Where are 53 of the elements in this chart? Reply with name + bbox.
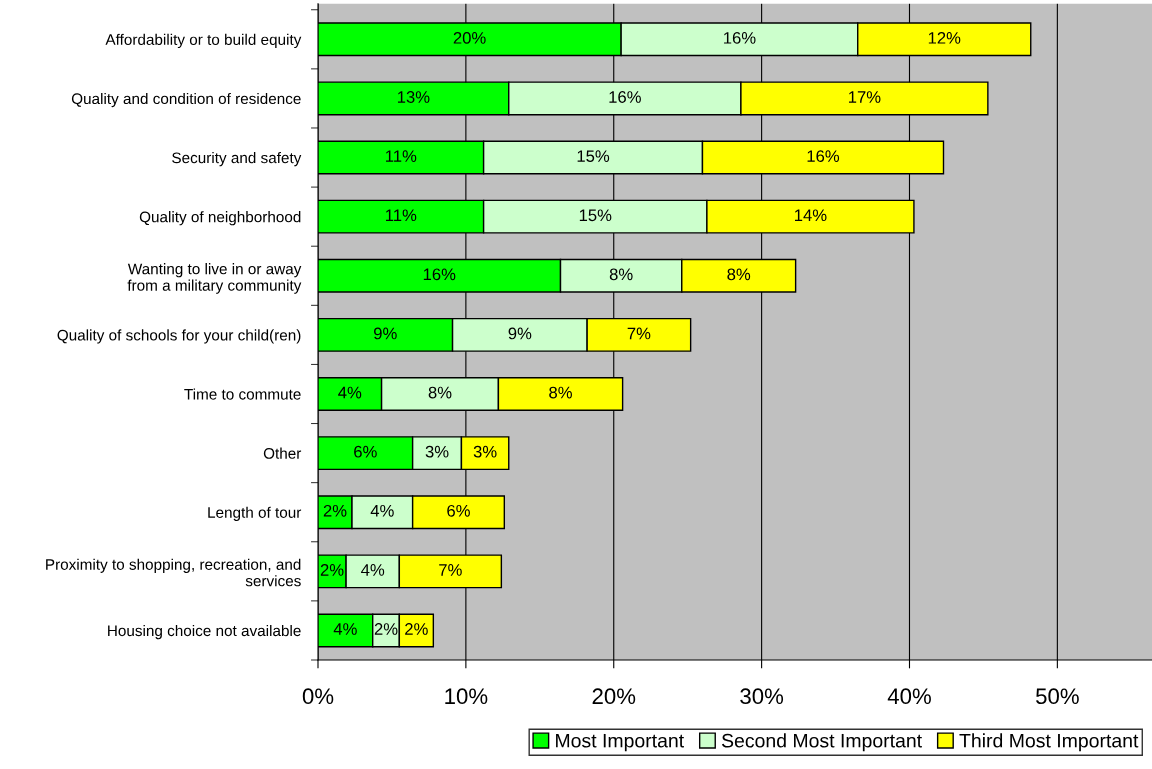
data-label: 6% xyxy=(447,504,470,517)
data-label: 15% xyxy=(577,150,610,163)
data-label: 3% xyxy=(425,445,449,458)
data-label: 16% xyxy=(724,31,756,44)
x-tick-label: 10% xyxy=(445,688,488,705)
x-tick-label: 40% xyxy=(887,688,931,705)
y-tick-label: Other xyxy=(263,447,302,459)
data-label: 2% xyxy=(405,623,428,635)
data-label: 4% xyxy=(338,386,362,399)
y-tick-label: Housing choice not available xyxy=(108,624,301,640)
data-label: 11% xyxy=(386,150,417,162)
data-label: 8% xyxy=(428,386,452,399)
data-label: 11% xyxy=(386,209,417,222)
y-tick-label: Length of tour xyxy=(208,506,302,521)
data-label: 16% xyxy=(609,91,641,103)
y-tick-label: Quality of neighborhood xyxy=(139,211,301,226)
data-label: 8% xyxy=(549,386,572,399)
data-label: 8% xyxy=(727,268,751,281)
data-label: 7% xyxy=(627,327,651,340)
data-label: 16% xyxy=(423,268,456,281)
data-label: 2% xyxy=(323,504,347,517)
x-tick-label: 30% xyxy=(740,688,784,705)
legend-label: Most Important xyxy=(556,733,684,752)
x-tick-label: 50% xyxy=(1036,688,1079,705)
data-label: 13% xyxy=(397,91,430,103)
data-label: 4% xyxy=(333,623,357,635)
data-label: 3% xyxy=(473,445,497,458)
data-label: 9% xyxy=(508,327,532,340)
data-label: 4% xyxy=(361,564,385,576)
data-label: 12% xyxy=(928,31,961,44)
y-tick-label: Time to commute xyxy=(184,388,301,400)
data-label: 2% xyxy=(374,623,398,635)
y-tick-label: Wanting to live in or away from a military community xyxy=(127,263,302,294)
x-tick-label: 0% xyxy=(302,688,334,705)
y-tick-label: Proximity to shopping, recreation, and services xyxy=(46,558,301,587)
y-tick-label: Affordability or to build equity xyxy=(105,33,302,49)
x-tick-label: 20% xyxy=(592,688,636,705)
data-label: 6% xyxy=(354,445,377,458)
legend-label: Second Most Important xyxy=(721,733,922,752)
data-label: 17% xyxy=(848,91,881,103)
data-label: 15% xyxy=(579,209,612,222)
y-tick-label: Quality of schools for your child(ren) xyxy=(57,329,301,344)
data-label: 20% xyxy=(453,31,486,44)
y-tick-label: Quality and condition of residence xyxy=(71,92,301,108)
data-label: 2% xyxy=(320,564,344,576)
data-label: 9% xyxy=(374,327,397,340)
data-label: 4% xyxy=(370,504,394,517)
data-label: 7% xyxy=(439,564,462,576)
data-label: 16% xyxy=(807,150,840,163)
data-label: 14% xyxy=(795,209,827,222)
data-label: 8% xyxy=(609,268,633,281)
legend-label: Third Most Important xyxy=(959,733,1139,752)
y-tick-label: Security and safety xyxy=(172,152,302,167)
